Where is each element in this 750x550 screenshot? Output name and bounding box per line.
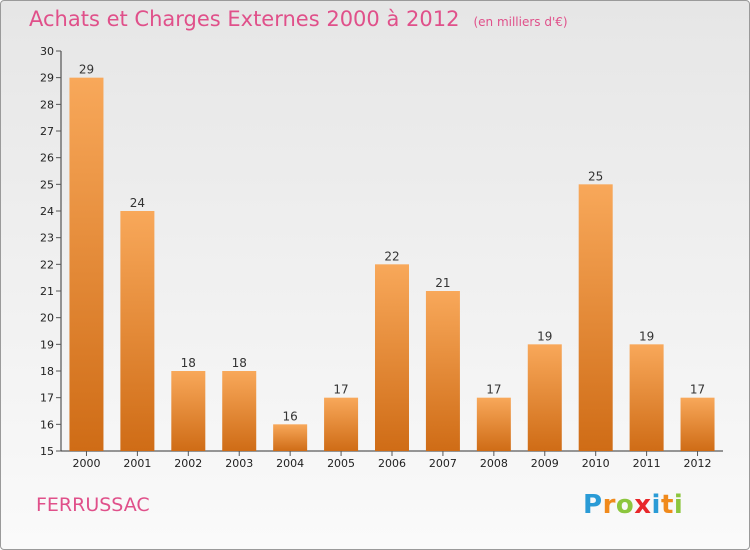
bars-group	[69, 77, 715, 452]
data-label-2002: 18	[181, 356, 196, 370]
x-tick-label: 2000	[72, 457, 100, 470]
bar-2000	[69, 77, 104, 452]
bar-2002	[171, 371, 206, 451]
y-tick-label: 26	[40, 152, 54, 165]
chart-title-text: Achats et Charges Externes 2000 à 2012	[29, 7, 460, 31]
y-tick-label: 15	[40, 445, 54, 458]
y-tick-label: 23	[40, 232, 54, 245]
x-tick-label: 2011	[633, 457, 661, 470]
data-labels-group: 29 24 18 18 16 17 22 21 17 19 25 19 17	[79, 63, 705, 424]
x-tick-label: 2012	[684, 457, 712, 470]
x-tick-label: 2008	[480, 457, 508, 470]
data-label-2000: 29	[79, 63, 94, 77]
bar-2005	[324, 397, 359, 451]
logo-letter: t	[660, 490, 674, 520]
bar-2011	[629, 344, 664, 451]
x-axis: 2000 2001 2002 2003 2004 2005 2006 2007 2008 2009…	[61, 450, 723, 470]
y-tick-label: 25	[40, 178, 54, 191]
bar-2010	[578, 184, 613, 452]
y-tick-label: 27	[40, 125, 54, 138]
data-label-2007: 21	[435, 276, 450, 290]
data-label-2011: 19	[639, 329, 654, 343]
data-label-2005: 17	[333, 383, 348, 397]
y-tick-label: 17	[40, 392, 54, 405]
y-tick-label: 22	[40, 258, 54, 271]
data-label-2004: 16	[283, 409, 298, 423]
bar-2009	[527, 344, 562, 451]
data-label-2006: 22	[384, 249, 399, 263]
chart-title: Achats et Charges Externes 2000 à 2012 (e…	[29, 7, 568, 31]
logo-letter: o	[615, 490, 635, 520]
y-tick-label: 16	[40, 418, 54, 431]
y-tick-label: 30	[40, 45, 54, 58]
data-label-2001: 24	[130, 196, 145, 210]
logo-letter: i	[651, 490, 661, 520]
data-label-2009: 19	[537, 329, 552, 343]
data-label-2008: 17	[486, 383, 501, 397]
logo-letter: P	[583, 490, 603, 520]
x-tick-label: 2005	[327, 457, 355, 470]
x-tick-label: 2010	[582, 457, 610, 470]
bar-2012	[680, 397, 715, 451]
x-tick-label: 2004	[276, 457, 304, 470]
town-name: FERRUSSAC	[36, 494, 150, 516]
x-tick-label: 2001	[123, 457, 151, 470]
bar-2008	[476, 397, 511, 451]
y-tick-label: 18	[40, 365, 54, 378]
x-tick-label: 2007	[429, 457, 457, 470]
x-tick-label: 2006	[378, 457, 406, 470]
bar-2006	[375, 264, 409, 451]
bar-2003	[222, 371, 257, 451]
data-label-2003: 18	[232, 356, 247, 370]
y-axis: 15 16 17 18 19 20 21 22 23 24 25 26 27 28 29 30	[40, 45, 62, 458]
bar-2004	[273, 424, 308, 451]
logo-letter: r	[602, 490, 616, 520]
logo-letter: i	[673, 490, 684, 520]
chart-subtitle: (en milliers d'€)	[473, 15, 568, 29]
proxiti-logo[interactable]: Proxiti	[583, 490, 683, 520]
logo-letter: x	[634, 490, 652, 520]
data-label-2010: 25	[588, 169, 603, 183]
data-label-2012: 17	[690, 383, 705, 397]
y-tick-label: 29	[40, 72, 54, 85]
x-tick-label: 2009	[531, 457, 559, 470]
y-tick-label: 20	[40, 312, 54, 325]
x-tick-label: 2003	[225, 457, 253, 470]
y-tick-label: 21	[40, 285, 54, 298]
y-tick-label: 28	[40, 98, 54, 111]
x-tick-label: 2002	[174, 457, 202, 470]
y-tick-label: 19	[40, 338, 54, 351]
bar-2007	[425, 291, 460, 451]
bar-2001	[120, 211, 155, 451]
y-tick-label: 24	[40, 205, 54, 218]
